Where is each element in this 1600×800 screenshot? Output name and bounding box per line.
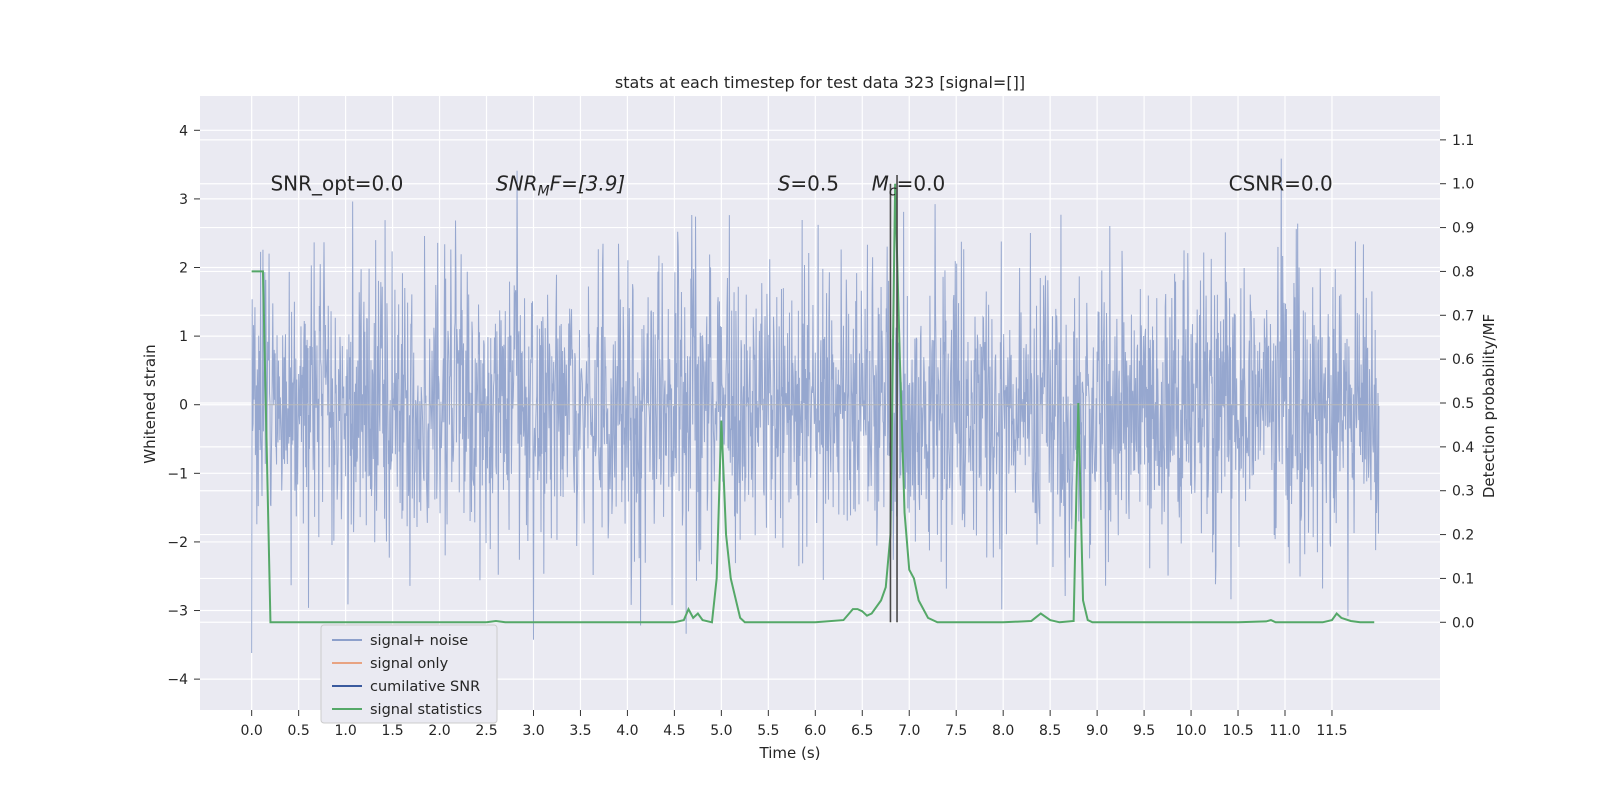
signal-statistics-line bbox=[251, 183, 1375, 624]
x-axis-ticks: 0.0 0.5 1.0 1.5 2.0 2.5 3.0 3.5 4.0 4.5 5.0 5.5 6.0 6… bbox=[241, 710, 1348, 739]
annotations: SNR_opt=0.0 SNRMF=[3.9] S=0.5 Mc=0.0 CSNR=0.… bbox=[270, 172, 1332, 200]
x-tick-label-20: 10.0 bbox=[1175, 723, 1206, 739]
signal-noise-trace bbox=[251, 158, 1380, 653]
y-right-tick-label-4: 0.7 bbox=[1452, 308, 1474, 324]
x-tick-label-16: 8.0 bbox=[992, 723, 1014, 739]
x-tick-label-6: 3.0 bbox=[522, 723, 544, 739]
legend-label-signal-noise: signal+ noise bbox=[370, 633, 468, 649]
x-tick-label-3: 1.5 bbox=[381, 723, 403, 739]
annotation-3: Mc=0.0 bbox=[872, 172, 946, 200]
x-tick-label-15: 7.5 bbox=[945, 723, 967, 739]
x-tick-label-0: 0.0 bbox=[241, 723, 263, 739]
annotation-2: S=0.5 bbox=[778, 172, 839, 196]
x-tick-label-9: 4.5 bbox=[663, 723, 685, 739]
legend: signal+ noise signal only cumilative SNR… bbox=[320, 624, 498, 724]
y-right-axis-ticks: 1.1 1.0 0.9 0.8 0.7 0.6 0.5 0.4 0.3 0.2 0.1 0.0 bbox=[1440, 133, 1474, 631]
y-left-tick-label-7: −3 bbox=[167, 604, 188, 620]
legend-label-signal-statistics: signal statistics bbox=[370, 702, 482, 718]
annotation-0: SNR_opt=0.0 bbox=[270, 172, 403, 196]
y-left-tick-label-6: −2 bbox=[167, 535, 188, 551]
x-tick-label-2: 1.0 bbox=[334, 723, 356, 739]
y-right-tick-label-7: 0.4 bbox=[1452, 440, 1474, 456]
x-tick-label-10: 5.0 bbox=[710, 723, 732, 739]
x-tick-label-14: 7.0 bbox=[898, 723, 920, 739]
x-tick-label-5: 2.5 bbox=[475, 723, 497, 739]
y-left-tick-label-4: 0 bbox=[179, 398, 188, 414]
y-right-tick-label-3: 0.8 bbox=[1452, 264, 1474, 280]
y-left-tick-label-0: 4 bbox=[179, 123, 188, 139]
x-tick-label-1: 0.5 bbox=[288, 723, 310, 739]
y-left-tick-label-8: −4 bbox=[167, 672, 188, 688]
y-right-tick-label-10: 0.1 bbox=[1452, 571, 1474, 587]
vertical-markers bbox=[889, 174, 898, 623]
y-right-tick-label-11: 0.0 bbox=[1452, 615, 1474, 631]
y-left-tick-label-3: 1 bbox=[179, 329, 188, 345]
y-right-tick-label-2: 0.9 bbox=[1452, 221, 1474, 237]
x-tick-label-18: 9.0 bbox=[1086, 723, 1108, 739]
chart-title: stats at each timestep for test data 323… bbox=[615, 73, 1025, 92]
y-right-tick-label-8: 0.3 bbox=[1452, 484, 1474, 500]
y-right-axis-label: Detection probability/MF bbox=[1480, 314, 1498, 498]
legend-label-cumilative-snr: cumilative SNR bbox=[370, 679, 480, 695]
signal-noise-line bbox=[251, 158, 1380, 653]
annotation-1: SNRMF=[3.9] bbox=[496, 172, 625, 200]
x-tick-label-8: 4.0 bbox=[616, 723, 638, 739]
y-left-axis-label: Whitened strain bbox=[141, 344, 159, 463]
annotation-4: CSNR=0.0 bbox=[1229, 172, 1333, 196]
y-right-tick-label-5: 0.6 bbox=[1452, 352, 1474, 368]
x-tick-label-4: 2.0 bbox=[428, 723, 450, 739]
legend-label-signal-only: signal only bbox=[370, 656, 449, 672]
y-left-tick-label-2: 2 bbox=[179, 261, 188, 277]
y-left-axis-ticks: 4 3 2 1 0 −1 −2 −3 −4 bbox=[167, 123, 200, 688]
y-right-tick-label-6: 0.5 bbox=[1452, 396, 1474, 412]
x-tick-label-17: 8.5 bbox=[1039, 723, 1061, 739]
y-right-tick-label-1: 1.0 bbox=[1452, 177, 1474, 193]
y-right-tick-label-9: 0.2 bbox=[1452, 528, 1474, 544]
x-tick-label-13: 6.5 bbox=[851, 723, 873, 739]
x-tick-label-19: 9.5 bbox=[1133, 723, 1155, 739]
y-left-tick-label-1: 3 bbox=[179, 192, 188, 208]
x-tick-label-7: 3.5 bbox=[569, 723, 591, 739]
x-tick-label-11: 5.5 bbox=[757, 723, 779, 739]
x-tick-label-22: 11.0 bbox=[1269, 723, 1300, 739]
y-right-tick-label-0: 1.1 bbox=[1452, 133, 1474, 149]
signal-statistics-series bbox=[251, 183, 1375, 624]
x-tick-label-21: 10.5 bbox=[1222, 723, 1253, 739]
legend-box bbox=[320, 624, 498, 724]
x-tick-label-23: 11.5 bbox=[1316, 723, 1347, 739]
x-axis-label: Time (s) bbox=[759, 744, 821, 762]
y-left-tick-label-5: −1 bbox=[167, 466, 188, 482]
x-tick-label-12: 6.0 bbox=[804, 723, 826, 739]
